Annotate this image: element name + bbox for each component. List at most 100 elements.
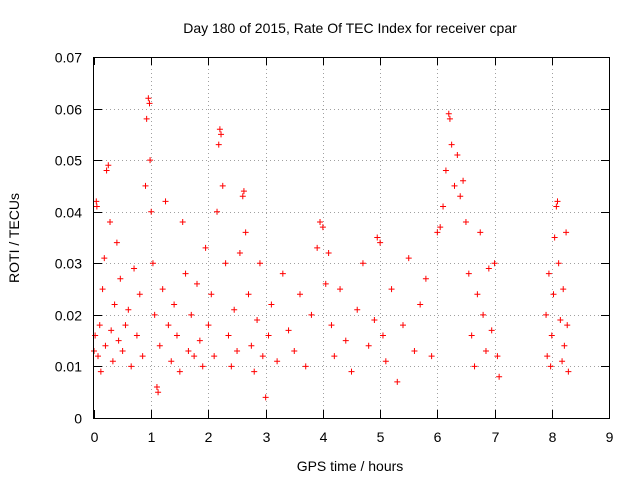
data-point xyxy=(254,317,261,324)
data-point xyxy=(102,342,109,349)
data-point xyxy=(342,337,349,344)
data-point xyxy=(194,280,200,287)
data-point xyxy=(265,332,272,339)
data-point xyxy=(563,229,570,236)
data-point xyxy=(308,311,315,318)
x-tick-label: 8 xyxy=(549,429,557,445)
data-point xyxy=(125,306,132,313)
data-point xyxy=(448,141,455,148)
y-tick-label: 0 xyxy=(74,411,82,427)
data-point xyxy=(359,260,366,267)
data-point xyxy=(302,363,309,370)
data-point xyxy=(471,363,478,370)
data-point xyxy=(142,182,149,189)
data-point xyxy=(285,327,292,334)
data-point xyxy=(222,260,229,267)
data-point xyxy=(440,203,447,210)
data-point xyxy=(146,100,153,107)
data-point xyxy=(279,270,286,277)
data-point xyxy=(168,358,175,365)
data-point xyxy=(543,311,550,318)
data-point xyxy=(451,182,458,189)
data-point xyxy=(442,167,449,174)
data-point xyxy=(446,115,453,122)
grid-lines xyxy=(94,57,609,418)
data-point xyxy=(199,363,206,370)
data-point xyxy=(131,265,138,272)
data-point xyxy=(388,286,395,293)
data-point xyxy=(274,358,281,365)
data-point xyxy=(128,363,135,370)
data-point xyxy=(491,260,498,267)
data-point xyxy=(457,193,464,200)
data-point xyxy=(551,234,558,241)
y-tick-labels: 0 0.01 0.02 0.03 0.04 0.05 0.06 0.07 xyxy=(55,50,82,427)
data-point xyxy=(565,368,572,375)
x-tick-label: 5 xyxy=(377,429,385,445)
data-point xyxy=(365,342,372,349)
data-point xyxy=(208,291,215,298)
data-point xyxy=(248,342,255,349)
data-point xyxy=(559,358,566,365)
data-point xyxy=(179,219,186,226)
data-point xyxy=(95,353,102,360)
data-point xyxy=(379,332,386,339)
data-point xyxy=(239,193,246,200)
data-point xyxy=(103,167,110,174)
data-point xyxy=(225,332,232,339)
data-point xyxy=(148,208,155,215)
x-tick-label: 3 xyxy=(263,429,271,445)
x-tick-label: 4 xyxy=(320,429,328,445)
data-point xyxy=(228,363,235,370)
data-point xyxy=(382,358,389,365)
data-point xyxy=(218,131,225,138)
data-point xyxy=(162,198,169,205)
data-point xyxy=(262,394,269,401)
data-point xyxy=(231,306,238,313)
data-point xyxy=(557,317,564,324)
data-point xyxy=(494,353,501,360)
data-point xyxy=(550,291,557,298)
data-point xyxy=(219,182,226,189)
data-point xyxy=(422,275,429,282)
data-point xyxy=(236,249,243,256)
data-point xyxy=(354,306,361,313)
data-point xyxy=(437,224,444,231)
data-point xyxy=(240,188,247,195)
x-tick-label: 6 xyxy=(434,429,442,445)
data-point xyxy=(165,322,172,329)
data-point xyxy=(485,265,492,272)
data-point xyxy=(176,368,183,375)
data-point xyxy=(468,332,475,339)
data-point xyxy=(561,342,568,349)
data-point xyxy=(460,177,467,184)
data-point xyxy=(480,311,487,318)
data-point xyxy=(297,291,303,298)
data-point xyxy=(93,203,100,210)
data-point xyxy=(405,255,412,262)
x-axis-label: GPS time / hours xyxy=(297,458,404,474)
data-points xyxy=(91,95,572,401)
data-point xyxy=(119,347,126,354)
data-point xyxy=(291,347,298,354)
x-tick-label: 2 xyxy=(205,429,213,445)
y-tick-label: 0.02 xyxy=(55,308,82,324)
data-point xyxy=(113,239,120,246)
x-tick-label: 9 xyxy=(606,429,614,445)
data-point xyxy=(109,358,116,365)
data-point xyxy=(97,368,104,375)
data-point xyxy=(117,275,124,282)
data-point xyxy=(251,368,258,375)
data-point xyxy=(482,347,489,354)
axis-ticks xyxy=(94,57,610,419)
y-tick-label: 0.06 xyxy=(55,102,82,118)
data-point xyxy=(122,322,129,329)
y-axis-label: ROTI / TECUs xyxy=(6,193,22,283)
y-tick-label: 0.01 xyxy=(55,359,82,375)
data-point xyxy=(143,115,150,122)
data-point xyxy=(108,327,115,334)
data-point xyxy=(322,280,329,287)
data-point xyxy=(256,260,263,267)
y-tick-label: 0.04 xyxy=(55,205,82,221)
data-point xyxy=(259,353,266,360)
